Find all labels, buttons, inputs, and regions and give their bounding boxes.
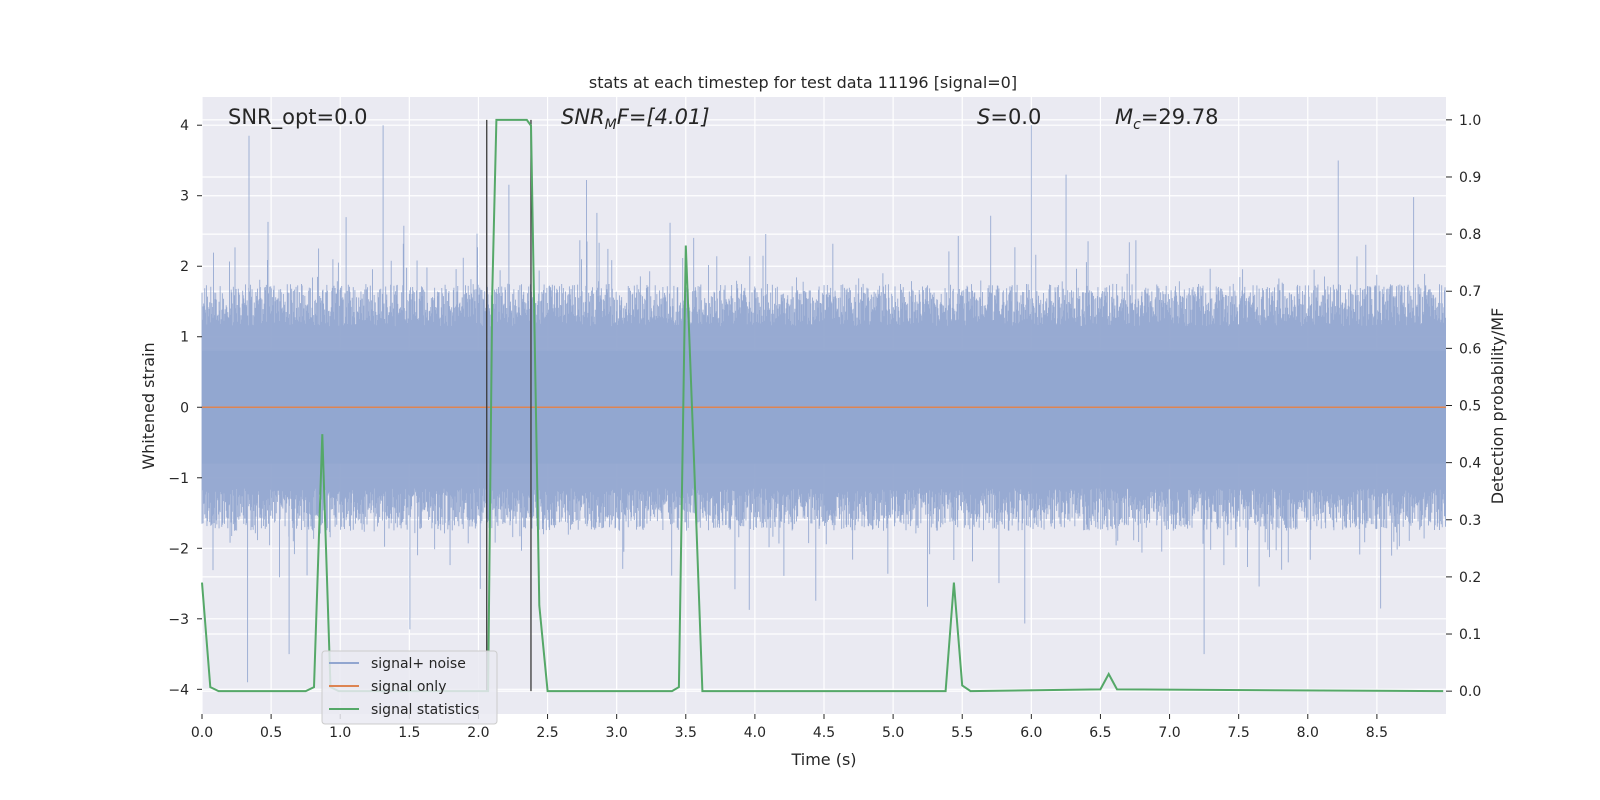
legend: signal+ noise signal only signal statist…	[321, 650, 498, 725]
x-tick-label: 7.0	[1158, 725, 1180, 741]
y-axis-ticks: 4 3 2 1 0 −1 −2 −3 −4	[168, 118, 202, 698]
y-tick-label: 0	[180, 400, 189, 416]
annotation-mc: Mc=29.78	[1115, 105, 1219, 133]
y-tick-label: −2	[168, 541, 189, 557]
annotation-snr-mf: SNRMF=[4.01]	[561, 105, 710, 133]
y2-tick-label: 0.8	[1459, 227, 1481, 243]
y-tick-label: −4	[168, 682, 189, 698]
legend-label-statistics: signal statistics	[371, 702, 479, 718]
annotation-s: S=0.0	[977, 105, 1041, 129]
y-tick-label: 3	[180, 189, 189, 205]
y2-axis-label: Detection probability/MF	[1488, 308, 1507, 505]
x-tick-label: 2.0	[467, 725, 489, 741]
chart-title: stats at each timestep for test data 111…	[589, 73, 1017, 92]
x-tick-label: 3.5	[675, 725, 697, 741]
noise-strokes	[201, 125, 1446, 683]
x-tick-label: 0.0	[191, 725, 213, 741]
y-tick-label: 4	[180, 118, 189, 134]
x-tick-label: 1.5	[398, 725, 420, 741]
signal-statistics-line	[201, 118, 1444, 693]
y-tick-label: 2	[180, 259, 189, 275]
x-tick-label: 4.5	[813, 725, 835, 741]
y2-tick-label: 0.9	[1459, 170, 1481, 186]
y2-tick-label: 1.0	[1459, 113, 1481, 129]
y2-axis-ticks: 1.0 0.9 0.8 0.7 0.6 0.5 0.4 0.3 0.2 0.1 0.0	[1446, 113, 1481, 700]
y-tick-label: −3	[168, 612, 189, 628]
annotation-snr-opt: SNR_opt=0.0	[228, 105, 368, 130]
x-tick-label: 4.0	[744, 725, 766, 741]
x-tick-label: 0.5	[260, 725, 282, 741]
y-tick-label: −1	[168, 471, 189, 487]
marker-lines	[486, 119, 532, 692]
x-tick-label: 3.0	[606, 725, 628, 741]
legend-box	[321, 650, 498, 725]
y2-tick-label: 0.7	[1459, 284, 1481, 300]
legend-label-signal-only: signal only	[371, 679, 446, 695]
x-tick-label: 8.0	[1297, 725, 1319, 741]
x-tick-label: 2.5	[536, 725, 558, 741]
y2-tick-label: 0.2	[1459, 570, 1481, 586]
x-tick-label: 8.5	[1366, 725, 1388, 741]
y-tick-label: 1	[180, 330, 189, 346]
x-axis-label: Time (s)	[790, 750, 856, 769]
x-tick-label: 5.0	[882, 725, 904, 741]
x-tick-label: 6.5	[1089, 725, 1111, 741]
legend-label-noise: signal+ noise	[371, 656, 466, 672]
y2-tick-label: 0.4	[1459, 456, 1481, 472]
y2-tick-label: 0.3	[1459, 513, 1481, 529]
y2-tick-label: 0.1	[1459, 627, 1481, 643]
y2-tick-label: 0.0	[1459, 684, 1481, 700]
y2-tick-label: 0.6	[1459, 341, 1481, 357]
x-tick-label: 6.0	[1020, 725, 1042, 741]
x-tick-label: 7.5	[1228, 725, 1250, 741]
x-tick-label: 5.5	[951, 725, 973, 741]
x-tick-label: 1.0	[329, 725, 351, 741]
y2-tick-label: 0.5	[1459, 399, 1481, 415]
y-axis-label: Whitened strain	[139, 342, 158, 469]
x-axis-ticks: 0.0 0.5 1.0 1.5 2.0 2.5 3.0 3.5 4.0 4.5 5.0 5.5 6.0 6…	[191, 714, 1388, 741]
